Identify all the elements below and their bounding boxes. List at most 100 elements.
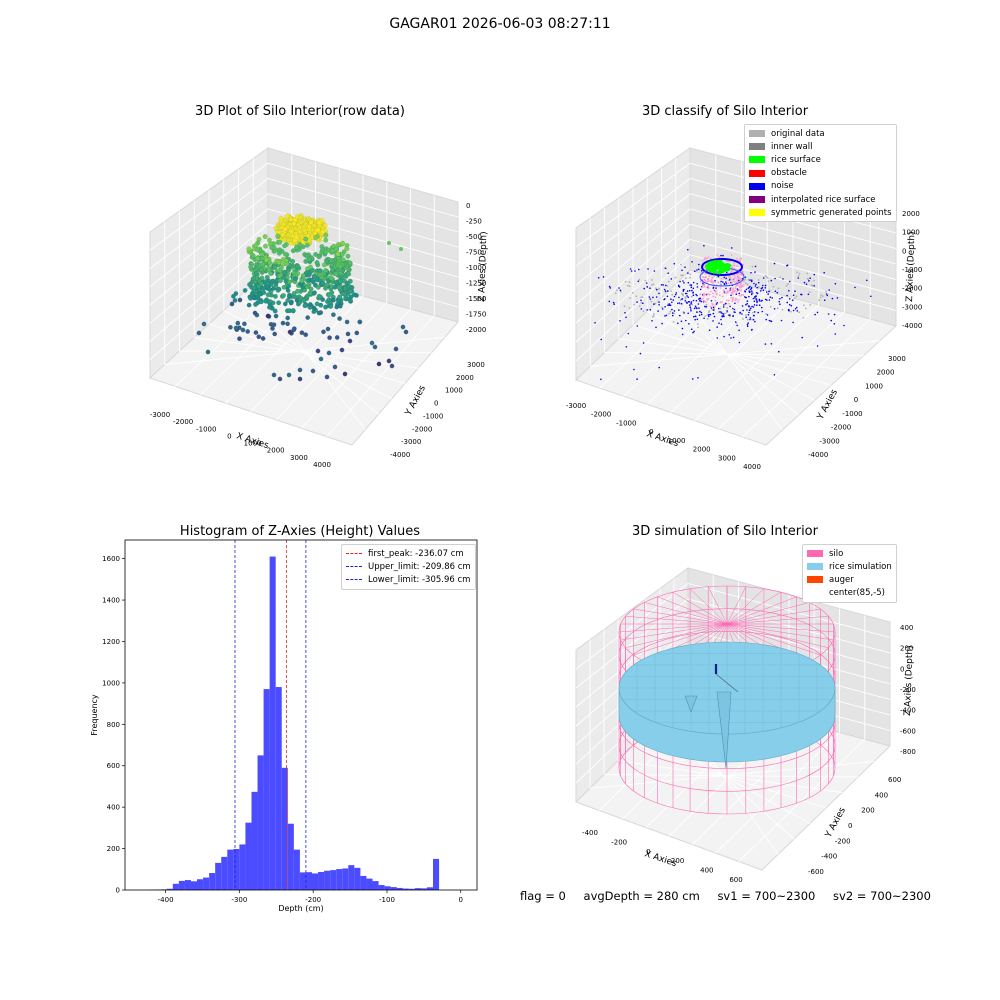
data-point (273, 313, 279, 319)
data-point (337, 294, 343, 300)
data-point (344, 319, 350, 325)
data-point (751, 279, 753, 281)
data-point (685, 292, 688, 295)
data-point (751, 311, 754, 314)
data-point (753, 311, 756, 313)
tick-label: 1000 (102, 679, 120, 687)
silo-roof-spoke (633, 608, 728, 625)
histogram-bar (245, 822, 252, 890)
data-point (710, 300, 713, 302)
data-point (354, 330, 360, 336)
data-point (613, 303, 615, 305)
data-point (811, 284, 814, 287)
data-point (741, 270, 744, 273)
data-point (833, 313, 836, 316)
data-point (627, 332, 630, 335)
data-point (696, 311, 698, 313)
data-point (713, 315, 716, 318)
data-point (652, 283, 655, 286)
grid-line (575, 223, 897, 324)
data-point (655, 326, 657, 329)
data-point (768, 319, 771, 322)
data-point (716, 302, 719, 304)
data-point (386, 358, 392, 364)
tick-label: -2000 (412, 425, 432, 433)
tick-label: 3000 (290, 454, 308, 462)
tick-label: 200 (861, 807, 874, 815)
data-point (711, 309, 714, 311)
histogram-bar (190, 881, 198, 890)
legend-label: noise (771, 181, 794, 192)
silo-roof-spoke (672, 591, 728, 625)
data-point (720, 280, 722, 283)
data-point (294, 244, 300, 250)
data-point (652, 315, 654, 318)
data-point (201, 321, 207, 327)
histogram-bar (299, 872, 306, 890)
grid-line (675, 283, 783, 431)
data-point (689, 306, 692, 308)
histogram-bar (227, 849, 234, 890)
panel4-ylabel: Y Axies (823, 806, 848, 841)
data-point (290, 248, 296, 254)
data-point (694, 318, 696, 321)
data-point (684, 297, 687, 300)
data-point (821, 295, 824, 298)
data-point (310, 368, 316, 374)
data-point (330, 259, 336, 265)
legend-swatch-obstacle (749, 169, 765, 177)
data-point (819, 296, 822, 299)
data-point (196, 330, 202, 336)
silo-roof-spoke (726, 596, 797, 625)
silo-roof-spoke (625, 616, 728, 625)
tick-label: 0 (649, 428, 653, 436)
legend-swatch-symmetric (749, 209, 765, 217)
histogram-bar (172, 883, 179, 890)
data-point (678, 302, 681, 304)
data-point (814, 313, 816, 316)
data-point (300, 244, 306, 250)
data-point (205, 349, 211, 355)
data-point (290, 307, 296, 313)
data-point (749, 279, 751, 281)
histogram-bar (420, 888, 427, 890)
data-point (311, 305, 317, 311)
data-point (753, 300, 756, 303)
rice-funnel (716, 691, 732, 769)
data-point (636, 325, 639, 327)
tick-label: -500 (466, 233, 482, 241)
data-point (271, 322, 277, 328)
data-point (732, 307, 734, 310)
data-point (267, 260, 273, 266)
silo-roof-spoke (726, 623, 836, 633)
data-point (237, 297, 243, 303)
data-point (597, 277, 600, 279)
data-point (801, 336, 803, 339)
data-point (733, 308, 736, 311)
data-point (280, 232, 286, 238)
data-point (816, 345, 819, 347)
data-point (689, 273, 692, 275)
data-point (761, 310, 764, 313)
data-point (738, 288, 741, 291)
data-point (765, 291, 768, 293)
data-point (726, 263, 730, 267)
data-point (758, 286, 760, 288)
data-point (760, 290, 762, 292)
data-point (807, 293, 810, 296)
data-point (699, 300, 701, 302)
grid-line (149, 223, 459, 324)
grid-line (575, 614, 891, 708)
data-point (707, 256, 710, 259)
data-point (696, 286, 699, 288)
data-point (297, 229, 303, 235)
data-point (278, 215, 284, 222)
data-point (749, 317, 752, 319)
panel1-zlabel: Z Axies (Depth) (477, 231, 489, 302)
data-point (800, 293, 802, 296)
data-point (729, 305, 731, 308)
data-point (332, 284, 338, 290)
panel4-legend: silo rice simulation auger center(85,-5) (802, 544, 897, 603)
data-point (689, 284, 691, 286)
data-point (665, 284, 667, 287)
